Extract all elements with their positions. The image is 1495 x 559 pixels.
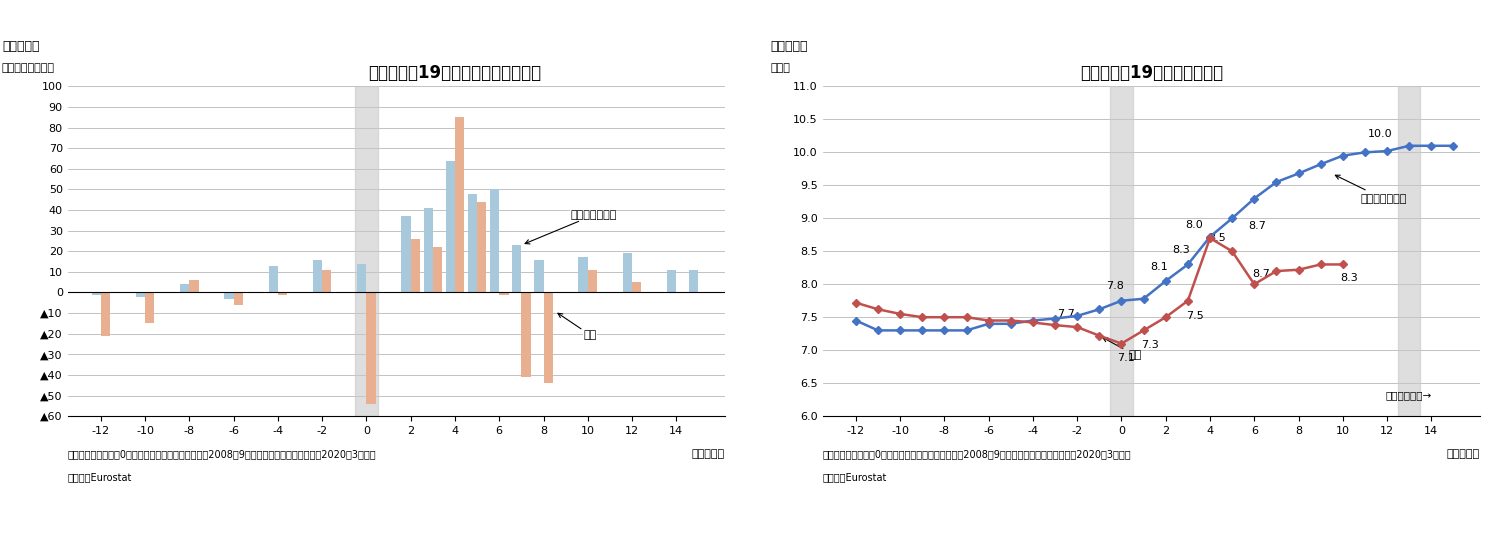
Bar (269, 266, 278, 292)
Bar (179, 284, 190, 292)
Bar (136, 292, 145, 297)
Bar (667, 270, 676, 292)
Bar (534, 259, 544, 292)
Text: 世界金融危機時: 世界金融危機時 (525, 210, 616, 244)
Bar (434, 247, 443, 292)
Text: （％）: （％） (770, 63, 789, 73)
Text: （図表３）: （図表３） (1, 40, 39, 53)
Bar (357, 264, 366, 292)
Bar (446, 160, 454, 292)
Bar (632, 282, 641, 292)
Bar (366, 292, 375, 404)
Bar (190, 280, 199, 292)
Text: 8.3: 8.3 (1172, 245, 1190, 255)
Text: （経過月）: （経過月） (1447, 449, 1480, 459)
Text: 7.3: 7.3 (1141, 340, 1159, 350)
Text: 7.8: 7.8 (1106, 282, 1124, 291)
Text: 8.5: 8.5 (1208, 233, 1226, 243)
Bar (312, 259, 323, 292)
Bar (1398, 87, 1420, 416)
Text: 8.1: 8.1 (1150, 262, 1168, 272)
Text: 世界金融危機時: 世界金融危機時 (1335, 175, 1407, 204)
Text: （資料）Eurostat: （資料）Eurostat (67, 472, 132, 482)
Bar (579, 258, 588, 292)
Bar (544, 292, 553, 383)
Text: 7.7: 7.7 (1057, 309, 1075, 319)
Text: 7.5: 7.5 (1186, 310, 1203, 320)
Bar (323, 270, 332, 292)
Bar (356, 87, 378, 416)
Bar (468, 193, 477, 292)
Text: 今回: 今回 (1103, 338, 1141, 360)
Bar (513, 245, 522, 292)
Bar (91, 292, 100, 295)
Text: （注）季節調整値、0は「リーマンブラザーズ破綻（2008年9月）」、「コロナショック（2020年3月）」: （注）季節調整値、0は「リーマンブラザーズ破綻（2008年9月）」、「コロナショ… (67, 449, 377, 459)
Bar (1111, 87, 1133, 416)
Bar (499, 292, 508, 295)
Bar (100, 292, 111, 336)
Text: （経過月）: （経過月） (692, 449, 725, 459)
Text: （前月差、万人）: （前月差、万人） (1, 63, 55, 73)
Bar (145, 292, 154, 324)
Bar (477, 202, 486, 292)
Text: ユーロ圈（19か国）の失業者数変化: ユーロ圈（19か国）の失業者数変化 (368, 64, 541, 82)
Bar (411, 239, 420, 292)
Text: 8.7: 8.7 (1251, 269, 1269, 279)
Bar (402, 216, 411, 292)
Text: （図表４）: （図表４） (770, 40, 807, 53)
Bar (588, 270, 597, 292)
Text: 8.0: 8.0 (1186, 220, 1203, 230)
Bar (423, 208, 434, 292)
Text: 欧州債務危機→: 欧州債務危機→ (1384, 390, 1431, 400)
Text: 今回: 今回 (558, 313, 597, 340)
Bar (522, 292, 531, 377)
Text: 10.0: 10.0 (1368, 129, 1393, 139)
Bar (233, 292, 244, 305)
Bar (490, 190, 499, 292)
Bar (278, 292, 287, 295)
Bar (689, 270, 698, 292)
Text: 8.3: 8.3 (1341, 273, 1359, 283)
Text: （資料）Eurostat: （資料）Eurostat (822, 472, 887, 482)
Text: 7.1: 7.1 (1117, 353, 1135, 363)
Bar (623, 253, 632, 292)
Bar (454, 117, 465, 292)
Text: 8.7: 8.7 (1248, 221, 1266, 231)
Title: ユーロ圈（19か国）の失業率: ユーロ圈（19か国）の失業率 (1079, 64, 1223, 82)
Bar (224, 292, 233, 299)
Text: （注）季節調整値、0は「リーマンブラザーズ破綻（2008年9月）」、「コロナショック（2020年3月）」: （注）季節調整値、0は「リーマンブラザーズ破綻（2008年9月）」、「コロナショ… (822, 449, 1132, 459)
